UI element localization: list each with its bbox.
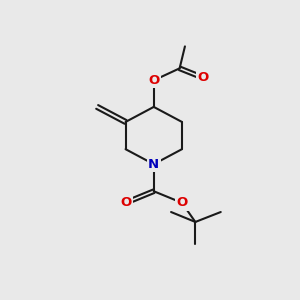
Text: O: O — [148, 74, 159, 87]
Text: O: O — [176, 196, 188, 209]
Text: O: O — [120, 196, 131, 209]
Text: O: O — [197, 71, 208, 84]
Text: N: N — [148, 158, 159, 171]
